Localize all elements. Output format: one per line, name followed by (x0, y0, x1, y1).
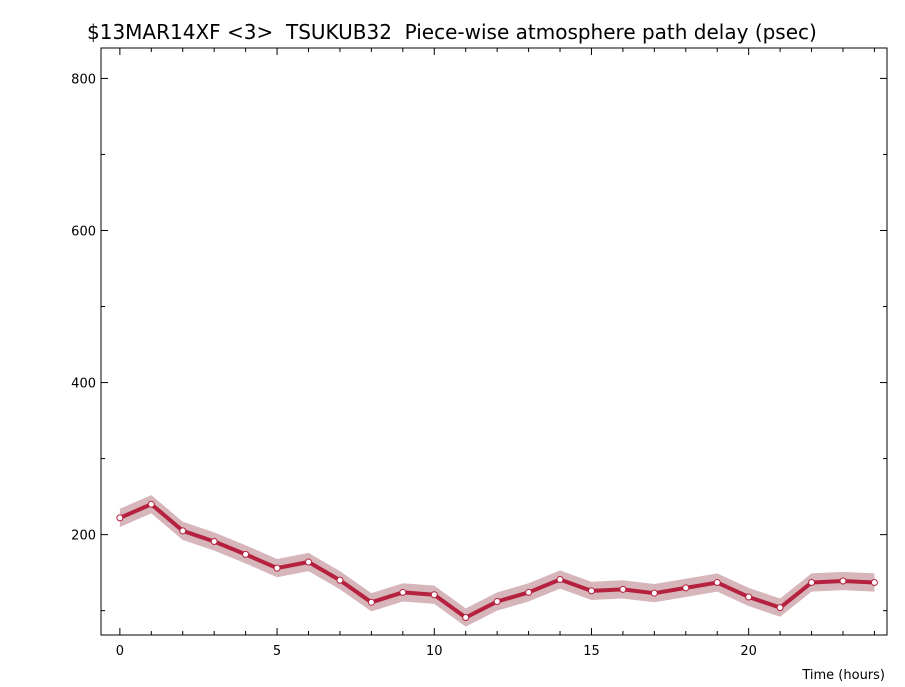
chart-title: $13MAR14XF <3> TSUKUB32 Piece-wise atmos… (87, 20, 817, 44)
axis-ticks (101, 48, 887, 635)
data-point (367, 598, 375, 606)
data-point (870, 579, 878, 587)
y-tick-label: 400 (71, 377, 96, 392)
data-point (147, 500, 155, 508)
data-point (556, 575, 564, 583)
data-point (462, 614, 470, 622)
x-tick-label: 20 (740, 644, 757, 659)
data-point (650, 589, 658, 597)
y-tick-label: 600 (71, 224, 96, 239)
data-point (116, 514, 124, 522)
data-point (682, 584, 690, 592)
data-point (336, 576, 344, 584)
tick-labels: 0 5 10 15 20 200 400 600 800 (71, 72, 757, 659)
data-point (619, 585, 627, 593)
data-point (808, 579, 816, 587)
data-point (430, 591, 438, 599)
y-tick-label: 800 (71, 72, 96, 87)
data-point (305, 558, 313, 566)
series-points (116, 500, 878, 622)
data-point (776, 604, 784, 612)
plot-frame (100, 47, 888, 636)
data-point (713, 579, 721, 587)
x-axis-label: Time (hours) (801, 668, 885, 683)
data-point (745, 593, 753, 601)
data-point (273, 564, 281, 572)
x-tick-label: 0 (116, 644, 124, 659)
data-point (525, 588, 533, 596)
error-band (119, 495, 875, 627)
data-point (493, 598, 501, 606)
x-tick-label: 5 (273, 644, 281, 659)
data-point (839, 577, 847, 585)
x-tick-label: 10 (426, 644, 443, 659)
data-point (399, 588, 407, 596)
y-tick-label: 200 (71, 529, 96, 544)
data-point (587, 587, 595, 595)
data-point (210, 537, 218, 545)
x-tick-label: 15 (583, 644, 600, 659)
uncertainty-band (119, 495, 875, 627)
data-point (242, 550, 250, 558)
data-point (179, 527, 187, 535)
